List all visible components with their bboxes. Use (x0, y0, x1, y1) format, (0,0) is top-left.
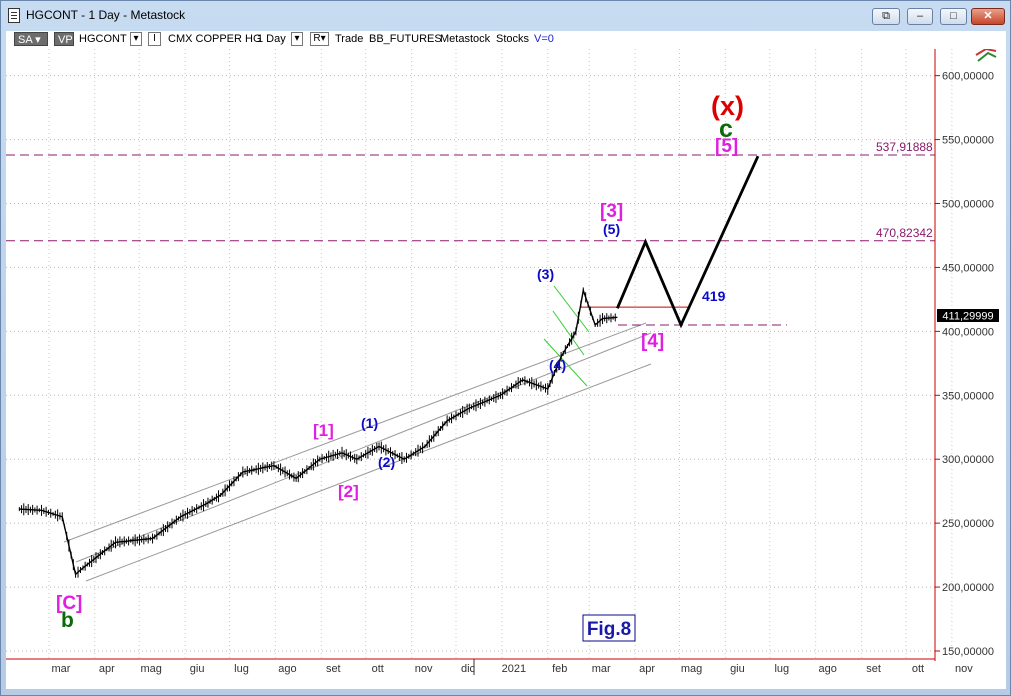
volume-label: V=0 (534, 33, 554, 45)
x-tick-label: lug (774, 663, 789, 675)
maximize-button[interactable]: □ (940, 8, 967, 25)
vendor-label: Metastock (440, 33, 491, 45)
x-tick-label: set (326, 663, 341, 675)
sa-dropdown[interactable]: SA ▾ (14, 32, 48, 46)
x-tick-label: set (866, 663, 881, 675)
wave-label-5: [5] (715, 136, 738, 157)
period-label: 1 Day (257, 33, 286, 45)
y-tick-label: 150,00000 (942, 646, 994, 658)
x-tick-label: giu (730, 663, 745, 675)
vp-label: VP (58, 34, 73, 46)
y-tick-label: 550,00000 (942, 135, 994, 147)
x-tick-label: giu (190, 663, 205, 675)
wave-label-minor-2: (2) (378, 454, 395, 470)
i-label: I (153, 33, 156, 44)
y-tick-label: 450,00000 (942, 262, 994, 274)
wave-label-minor-3: (3) (537, 266, 554, 282)
figure-label: Fig.8 (582, 614, 636, 642)
wave-label-minor-4: (4) (549, 357, 566, 373)
price-bars (18, 287, 616, 578)
x-tick-label: lug (234, 663, 249, 675)
wave-labels: [C] b [1] [2] (1) (2) (3) (4) (5) [3] [4… (56, 91, 744, 632)
x-tick-label: apr (639, 663, 655, 675)
x-tick-label: ago (278, 663, 296, 675)
wave-label-b: b (61, 609, 74, 632)
x-tick-label: feb (552, 663, 567, 675)
restore-icon: ⧉ (882, 10, 890, 22)
restore-down-button[interactable]: ⧉ (872, 8, 900, 25)
x-tick-label: apr (99, 663, 115, 675)
y-tick-label: 350,00000 (942, 390, 994, 402)
x-tick-label: dic (461, 663, 476, 675)
x-tick-label: nov (955, 663, 973, 675)
y-tick-label: 300,00000 (942, 454, 994, 466)
r-dropdown[interactable]: R▾ (310, 32, 329, 46)
wave-label-minor-5: (5) (603, 221, 620, 237)
vp-button[interactable]: VP (54, 32, 74, 46)
chart-toolbar: SA ▾ VP HGCONT ▾ I CMX COPPER HG 1 Day ▾… (6, 31, 1006, 49)
stocks-label: Stocks (496, 33, 530, 45)
wave-label-2: [2] (338, 482, 359, 501)
source-label: BB_FUTURES (369, 33, 442, 45)
y-tick-label: 200,00000 (942, 582, 994, 594)
close-icon: ✕ (983, 10, 993, 22)
x-tick-label: mar (51, 663, 70, 675)
wave-label-x: (x) (711, 91, 744, 121)
mode-label: Trade (335, 33, 364, 45)
wedge-channel (543, 285, 590, 387)
y-axis: 600,00000 550,00000 500,00000 450,00000 400,… (935, 71, 994, 658)
x-tick-label: mar (592, 663, 611, 675)
title-bar[interactable]: HGCONT - 1 Day - Metastock ⧉ – □ ✕ (1, 1, 1010, 31)
chart-tools-icon[interactable] (975, 47, 997, 62)
price-chart[interactable]: 600,00000 550,00000 500,00000 450,00000 400,… (6, 47, 1006, 689)
y-tick-label: 600,00000 (942, 71, 994, 83)
x-axis: mar apr mag giu lug ago set ott nov dic 2021 feb mar… (51, 663, 973, 675)
minimize-button[interactable]: – (907, 8, 933, 25)
projection-path (616, 155, 760, 329)
wave-label-1: [1] (313, 421, 334, 440)
x-tick-label: ago (819, 663, 837, 675)
x-tick-label: mag (141, 663, 162, 675)
x-tick-label: 2021 (502, 663, 526, 675)
level-label-537: 537,91888 (876, 140, 933, 154)
instrument-label: CMX COPPER HG (168, 33, 262, 45)
x-tick-label: mag (681, 663, 702, 675)
symbol-dropdown[interactable]: ▾ (130, 32, 142, 46)
wave-label-c: c (719, 115, 733, 143)
y-tick-label: 500,00000 (942, 199, 994, 211)
last-price-label: 411,29999 (942, 311, 993, 323)
last-price-marker: 411,29999 (937, 309, 999, 323)
period-dropdown[interactable]: ▾ (291, 32, 303, 46)
document-icon (8, 8, 20, 23)
chart-grid (6, 49, 953, 659)
figure-label-text: Fig.8 (587, 619, 631, 640)
y-tick-label: 400,00000 (942, 326, 994, 338)
window-title: HGCONT - 1 Day - Metastock (26, 8, 186, 22)
wave-label-minor-1: (1) (361, 415, 378, 431)
x-tick-label: ott (372, 663, 384, 675)
wave-label-4: [4] (641, 331, 664, 352)
wave-label-3: [3] (600, 201, 623, 222)
symbol-label: HGCONT (79, 33, 127, 45)
wave-label-C: [C] (56, 593, 82, 614)
sa-label: SA (18, 34, 33, 46)
maximize-icon: □ (950, 10, 957, 22)
x-tick-label: nov (415, 663, 433, 675)
r-label: R (313, 33, 321, 44)
y-tick-label: 250,00000 (942, 518, 994, 530)
x-tick-label: ott (912, 663, 924, 675)
level-label-470: 470,82342 (876, 226, 933, 240)
minimize-icon: – (916, 10, 924, 22)
i-button[interactable]: I (148, 32, 161, 46)
horizontal-levels (6, 154, 935, 326)
chart-area[interactable]: 600,00000 550,00000 500,00000 450,00000 400,… (6, 47, 1006, 689)
level-label-419: 419 (702, 288, 726, 304)
close-button[interactable]: ✕ (971, 8, 1005, 25)
